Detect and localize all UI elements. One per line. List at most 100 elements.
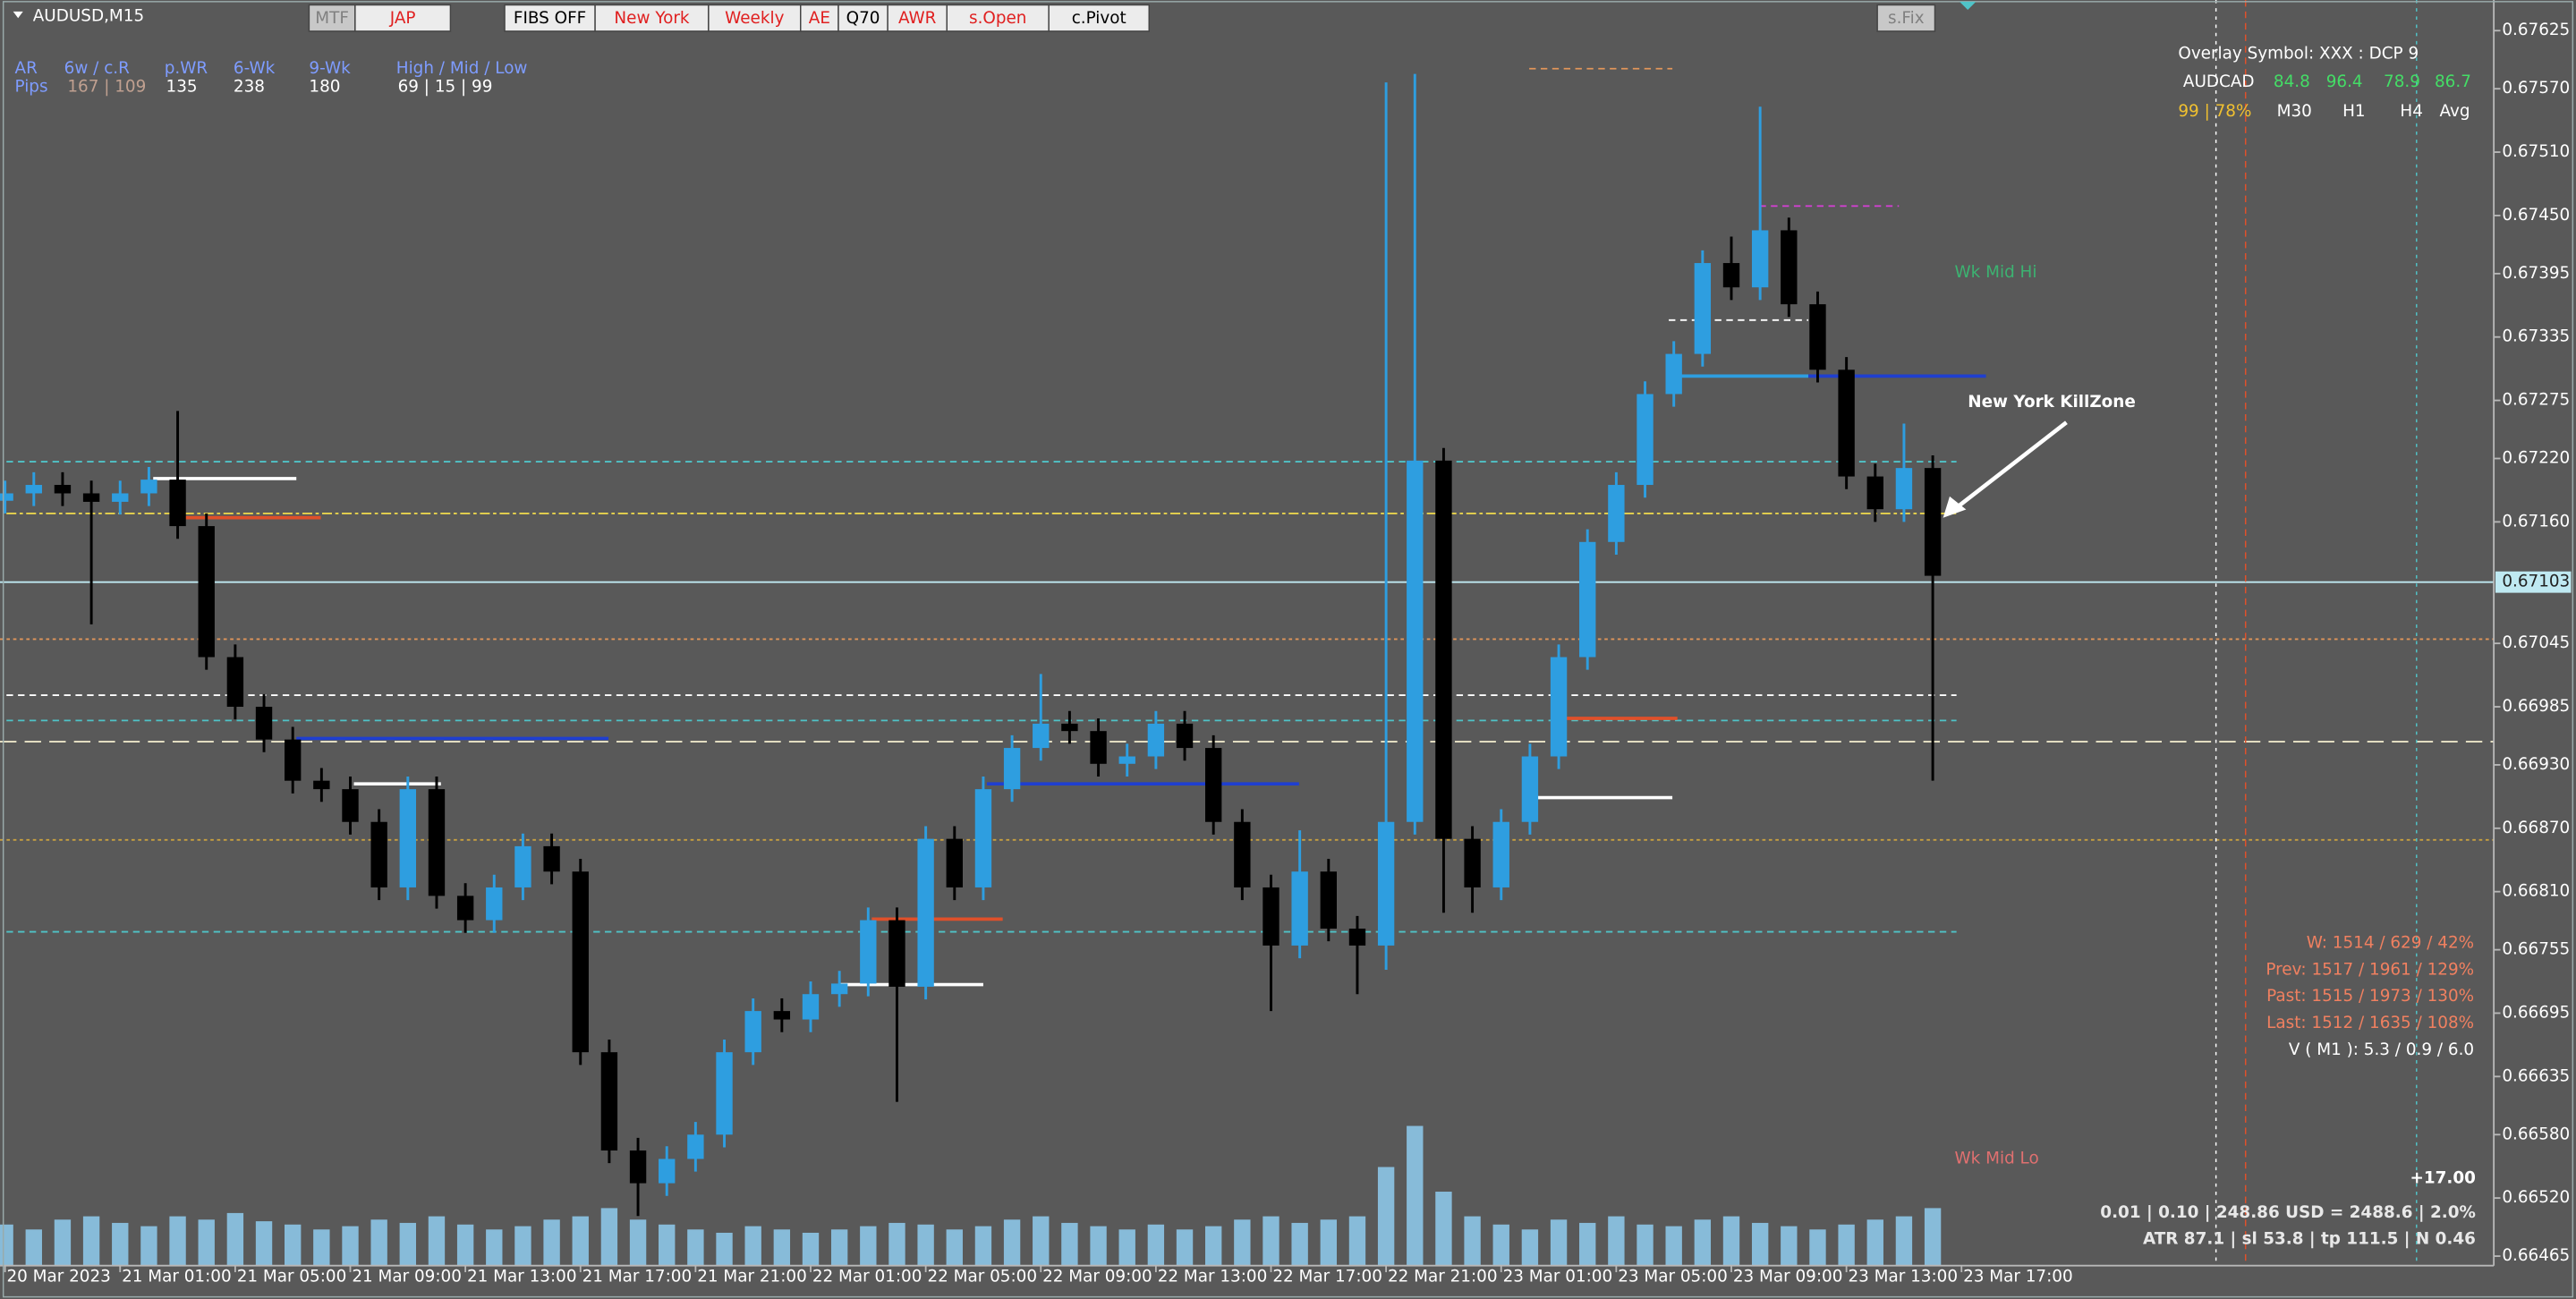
y-tick-label: 0.67625 xyxy=(2502,21,2570,39)
candle-body xyxy=(0,493,13,501)
candle-body xyxy=(1694,263,1712,354)
toolbar-button[interactable] xyxy=(354,4,452,32)
stats-cell: 167 | 109 xyxy=(67,77,146,96)
y-tick-label: 0.66930 xyxy=(2502,755,2570,774)
toolbar-button-label[interactable]: New York xyxy=(614,9,689,28)
volume-bar xyxy=(687,1229,704,1266)
volume-bar xyxy=(456,1224,474,1266)
candle-body xyxy=(1464,838,1481,887)
candle-body xyxy=(285,739,302,781)
toolbar-button-label[interactable]: Weekly xyxy=(725,9,784,28)
y-tick-label: 0.67220 xyxy=(2502,449,2570,468)
x-tick-label: 21 Mar 01:00 xyxy=(122,1268,232,1286)
candle-body xyxy=(255,707,273,740)
overlay-value: 86.7 xyxy=(2435,72,2471,91)
toolbar-button-label[interactable]: Q70 xyxy=(846,9,880,28)
overlay-ratio: 99 | 78% xyxy=(2178,102,2251,121)
overlay-title: Overlay Symbol: XXX : DCP 9 xyxy=(2178,45,2419,64)
stats-header: 6-Wk xyxy=(234,59,276,78)
x-tick-label: 23 Mar 13:00 xyxy=(1848,1268,1958,1286)
volume-bar xyxy=(112,1222,129,1266)
candle-body xyxy=(802,994,820,1020)
annotation-arrow xyxy=(1954,420,2068,510)
volume-bar xyxy=(1924,1208,1942,1266)
x-tick-label: 22 Mar 13:00 xyxy=(1158,1268,1268,1286)
x-tick-label: 21 Mar 13:00 xyxy=(467,1268,577,1286)
candle-body xyxy=(1090,731,1107,764)
toolbar-button[interactable] xyxy=(1048,4,1150,32)
x-tick-label: 21 Mar 09:00 xyxy=(352,1268,462,1286)
volume-bar xyxy=(773,1229,791,1266)
toolbar-button-label[interactable]: c.Pivot xyxy=(1072,9,1126,28)
y-tick-label: 0.66755 xyxy=(2502,940,2570,959)
volume-bar xyxy=(830,1229,848,1266)
volume-bar xyxy=(486,1229,503,1266)
volume-bar xyxy=(543,1219,560,1266)
menu-triangle xyxy=(13,11,23,19)
candle-body xyxy=(1234,821,1251,887)
volume-bar xyxy=(600,1208,618,1266)
toolbar-button[interactable] xyxy=(1876,4,1936,32)
volume-bar xyxy=(0,1224,13,1266)
toolbar-button[interactable] xyxy=(946,4,1050,32)
toolbar-button-label[interactable]: AE xyxy=(809,9,830,28)
candle-body xyxy=(370,821,387,887)
candle-body xyxy=(486,887,503,921)
toolbar-button-label[interactable]: AWR xyxy=(898,9,937,28)
x-tick-label: 20 Mar 2023 xyxy=(6,1268,110,1286)
profit: +17.00 xyxy=(2410,1168,2475,1187)
stats-header: AR xyxy=(15,59,38,78)
range-stat: W: 1514 / 629 / 42% xyxy=(2307,934,2474,953)
overlay-timeframe: Avg xyxy=(2440,102,2470,121)
volume-bar xyxy=(659,1224,676,1266)
toolbar-button-label[interactable]: JAP xyxy=(389,9,416,28)
volume-bar xyxy=(1608,1216,1625,1266)
stats-cell: Pips xyxy=(15,77,48,96)
toolbar-button-label[interactable]: FIBS OFF xyxy=(514,9,586,28)
candle-body xyxy=(1377,821,1395,946)
x-tick-label: 22 Mar 17:00 xyxy=(1272,1268,1382,1286)
overlay-value: 78.9 xyxy=(2384,72,2420,91)
y-tick-label: 0.66985 xyxy=(2502,697,2570,716)
candle-body xyxy=(112,493,129,502)
range-stat: Last: 1512 / 1635 / 108% xyxy=(2266,1014,2474,1032)
candle-body xyxy=(830,983,848,995)
volume-bar xyxy=(888,1222,905,1266)
candle-body xyxy=(687,1134,704,1159)
trade-info: ATR 87.1 | sl 53.8 | tp 111.5 | N 0.46 xyxy=(2143,1229,2476,1248)
volume-bar xyxy=(572,1216,589,1266)
toolbar-button[interactable] xyxy=(708,4,802,32)
toolbar-button[interactable] xyxy=(837,4,888,32)
volume-bar xyxy=(313,1229,330,1266)
volume-bar xyxy=(1579,1222,1596,1266)
toolbar-button-label[interactable]: s.Fix xyxy=(1888,9,1925,28)
candle-body xyxy=(1033,723,1050,749)
candle-body xyxy=(399,789,417,887)
x-tick-label: 22 Mar 09:00 xyxy=(1042,1268,1152,1286)
toolbar-button-label[interactable]: s.Open xyxy=(969,9,1026,28)
candle-body xyxy=(1521,756,1539,822)
volume-bar xyxy=(1722,1216,1740,1266)
bid-label: 0.67103 xyxy=(2502,573,2570,591)
toolbar-button[interactable] xyxy=(594,4,710,32)
y-tick-label: 0.66465 xyxy=(2502,1246,2570,1265)
candle-body xyxy=(744,1011,761,1053)
toolbar-button[interactable] xyxy=(308,4,356,32)
volume-bar xyxy=(1521,1229,1539,1266)
shift-marker xyxy=(1960,1,1977,11)
y-tick-label: 0.66695 xyxy=(2502,1003,2570,1022)
toolbar-button-label[interactable]: MTF xyxy=(315,9,349,28)
volume-bar xyxy=(1694,1219,1712,1266)
overlay-value: 96.4 xyxy=(2326,72,2363,91)
volume-bar xyxy=(946,1229,963,1266)
candle-body xyxy=(169,480,186,527)
volume-bar xyxy=(1003,1219,1021,1266)
candle-body xyxy=(716,1052,733,1135)
y-tick-label: 0.67395 xyxy=(2502,264,2570,283)
x-tick-label: 21 Mar 21:00 xyxy=(697,1268,807,1286)
overlay-symbol: AUDCAD xyxy=(2183,72,2255,91)
volume-bar xyxy=(1262,1216,1279,1266)
candle-body xyxy=(342,789,359,822)
